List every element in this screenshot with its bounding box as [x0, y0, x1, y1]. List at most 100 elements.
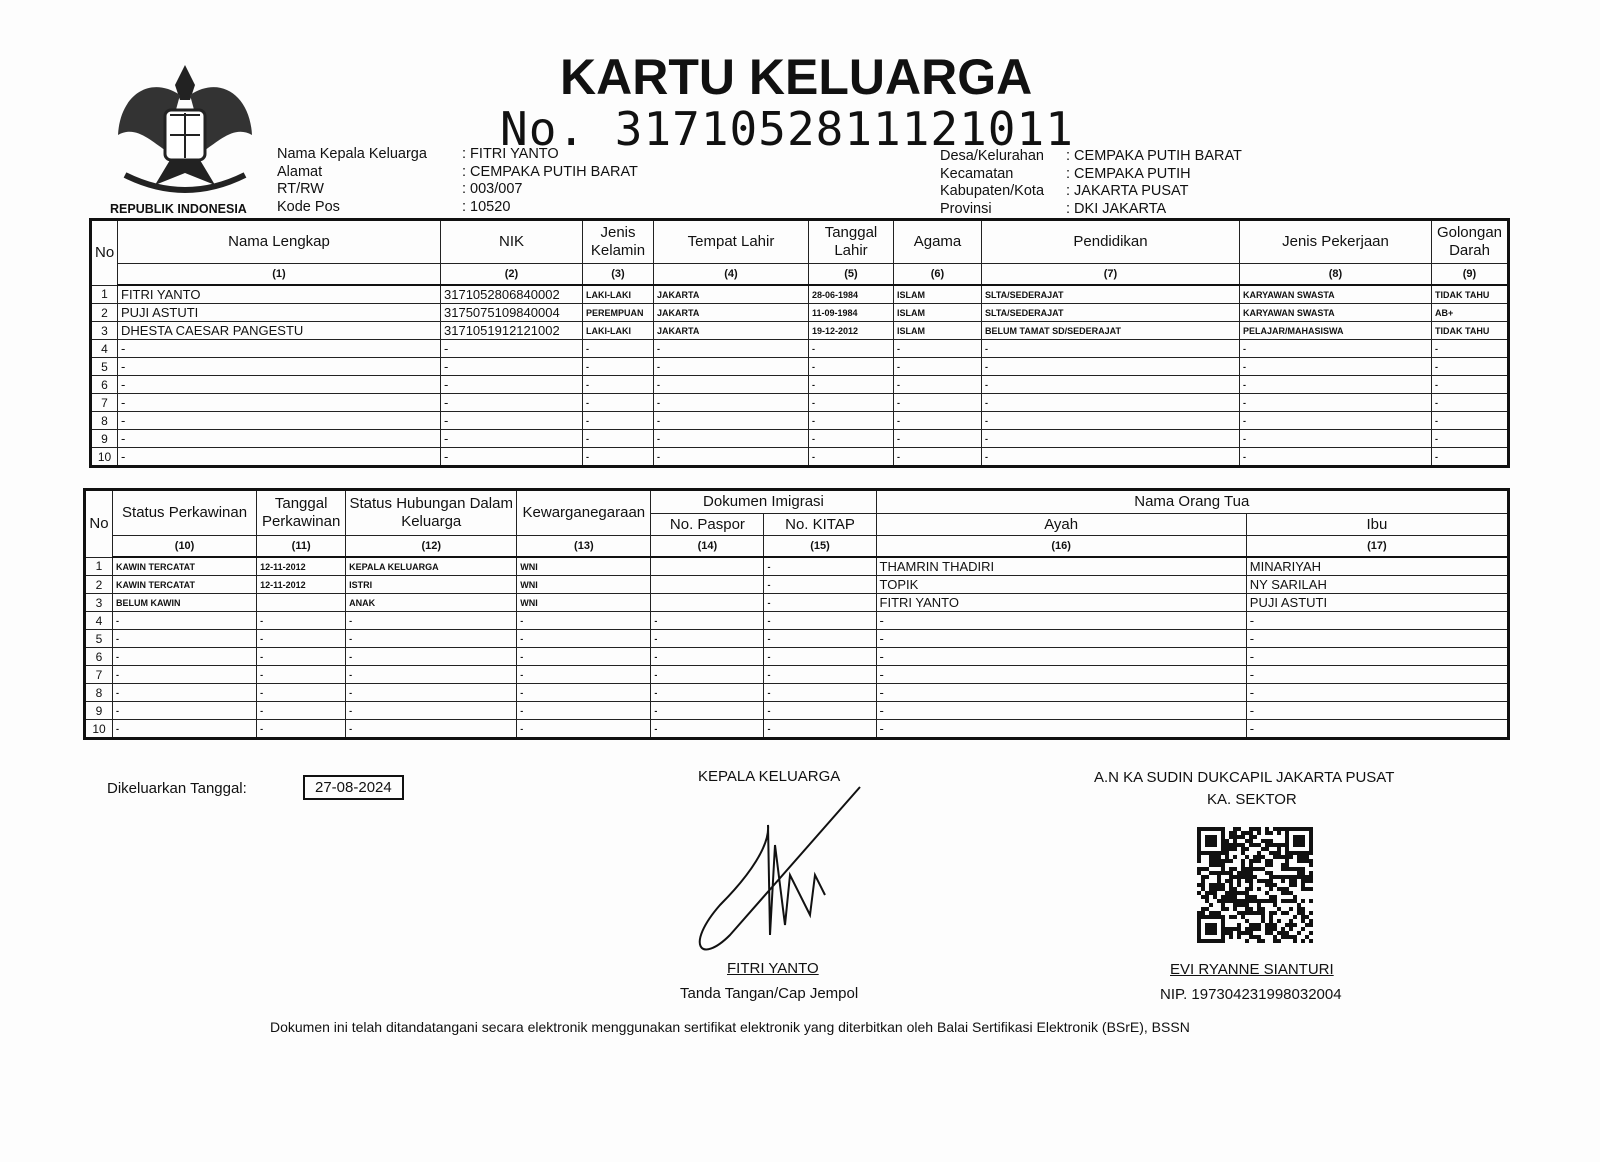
qr-module [1281, 879, 1285, 883]
qr-module [1245, 867, 1249, 871]
column-header: Ibu [1245, 513, 1510, 536]
qr-module [1257, 911, 1261, 915]
qr-module [1253, 835, 1257, 839]
cell: 28-06-1984 [808, 284, 894, 304]
qr-module [1249, 867, 1253, 871]
cell: - [1431, 429, 1509, 448]
qr-module [1273, 851, 1277, 855]
emblem-label: REPUBLIK INDONESIA [110, 202, 247, 216]
qr-module [1237, 879, 1241, 883]
official-nip: NIP. 197304231998032004 [1160, 986, 1342, 1003]
cell: PEREMPUAN [582, 303, 654, 322]
qr-module [1293, 867, 1297, 871]
qr-module [1285, 875, 1289, 879]
qr-module [1281, 887, 1285, 891]
qr-module [1289, 899, 1293, 903]
issued-date: 27-08-2024 [303, 775, 404, 800]
qr-module [1305, 855, 1309, 859]
qr-module [1233, 835, 1237, 839]
cell [650, 575, 765, 594]
cell: - [516, 629, 652, 648]
cell: - [875, 665, 1247, 684]
cell: WNI [516, 575, 652, 594]
cell: - [117, 339, 441, 358]
cell: - [1245, 683, 1510, 702]
qr-module [1257, 903, 1261, 907]
column-header: Agama [893, 219, 982, 264]
qr-module [1241, 899, 1245, 903]
cell: ISTRI [345, 575, 518, 594]
qr-module [1301, 899, 1305, 903]
qr-module [1233, 867, 1237, 871]
cell: - [256, 701, 347, 720]
qr-module [1285, 859, 1289, 863]
cell: 8 [90, 411, 118, 430]
qr-module [1213, 859, 1217, 863]
cell: - [256, 665, 347, 684]
number-row: (1) (2) (3) (4) (5) (6) (7) (8) (9) [91, 263, 1509, 286]
qr-module [1273, 927, 1277, 931]
qr-module [1217, 871, 1221, 875]
info-row: Desa/Kelurahan: CEMPAKA PUTIH BARAT [940, 148, 1242, 166]
qr-module [1225, 907, 1229, 911]
qr-module [1241, 915, 1245, 919]
qr-module [1277, 887, 1281, 891]
qr-module [1297, 859, 1301, 863]
cell: - [763, 575, 877, 594]
info-right: Desa/Kelurahan: CEMPAKA PUTIH BARAT Kecam… [940, 148, 1242, 218]
cell: 12-11-2012 [256, 575, 347, 594]
qr-module [1285, 863, 1289, 867]
qr-module [1253, 923, 1257, 927]
cell: - [256, 629, 347, 648]
qr-module [1261, 879, 1265, 883]
qr-module [1269, 895, 1273, 899]
qr-module [1237, 931, 1241, 935]
qr-module [1301, 919, 1305, 923]
cell: 10 [83, 719, 114, 739]
qr-module [1265, 891, 1269, 895]
cell: SLTA/SEDERAJAT [981, 284, 1240, 304]
qr-module [1221, 895, 1225, 899]
qr-module [1237, 843, 1241, 847]
cell: TOPIK [875, 575, 1247, 594]
cell: - [981, 393, 1240, 412]
cell: - [875, 683, 1247, 702]
qr-module [1297, 875, 1301, 879]
cell: - [345, 647, 518, 666]
cell: 7 [83, 665, 114, 684]
qr-module [1213, 911, 1217, 915]
cell: - [653, 429, 809, 448]
qr-module [1217, 887, 1221, 891]
qr-module [1305, 935, 1309, 939]
cell: ANAK [345, 593, 518, 612]
qr-module [1265, 839, 1269, 843]
qr-module [1253, 911, 1257, 915]
cell: - [1245, 629, 1510, 648]
qr-module [1297, 907, 1301, 911]
qr-module [1241, 867, 1245, 871]
cell: - [345, 611, 518, 630]
cell: 7 [90, 393, 118, 412]
qr-module [1301, 911, 1305, 915]
cell: - [653, 357, 809, 376]
qr-module [1309, 899, 1313, 903]
cell: - [582, 339, 654, 358]
qr-module [1261, 839, 1265, 843]
cell: - [653, 411, 809, 430]
qr-module [1269, 919, 1273, 923]
qr-module [1265, 871, 1269, 875]
qr-module [1229, 875, 1233, 879]
info-row: Provinsi: DKI JAKARTA [940, 201, 1242, 219]
cell: MINARIYAH [1245, 556, 1510, 576]
group-header: Nama Orang Tua [875, 489, 1510, 514]
cell: - [763, 647, 877, 666]
cell: - [1239, 357, 1432, 376]
qr-module [1233, 831, 1237, 835]
qr-module [1241, 851, 1245, 855]
cell: - [440, 447, 583, 467]
qr-module [1249, 827, 1253, 831]
column-number: (13) [516, 535, 652, 558]
cell: - [763, 593, 877, 612]
qr-module [1249, 859, 1253, 863]
qr-module [1277, 919, 1281, 923]
